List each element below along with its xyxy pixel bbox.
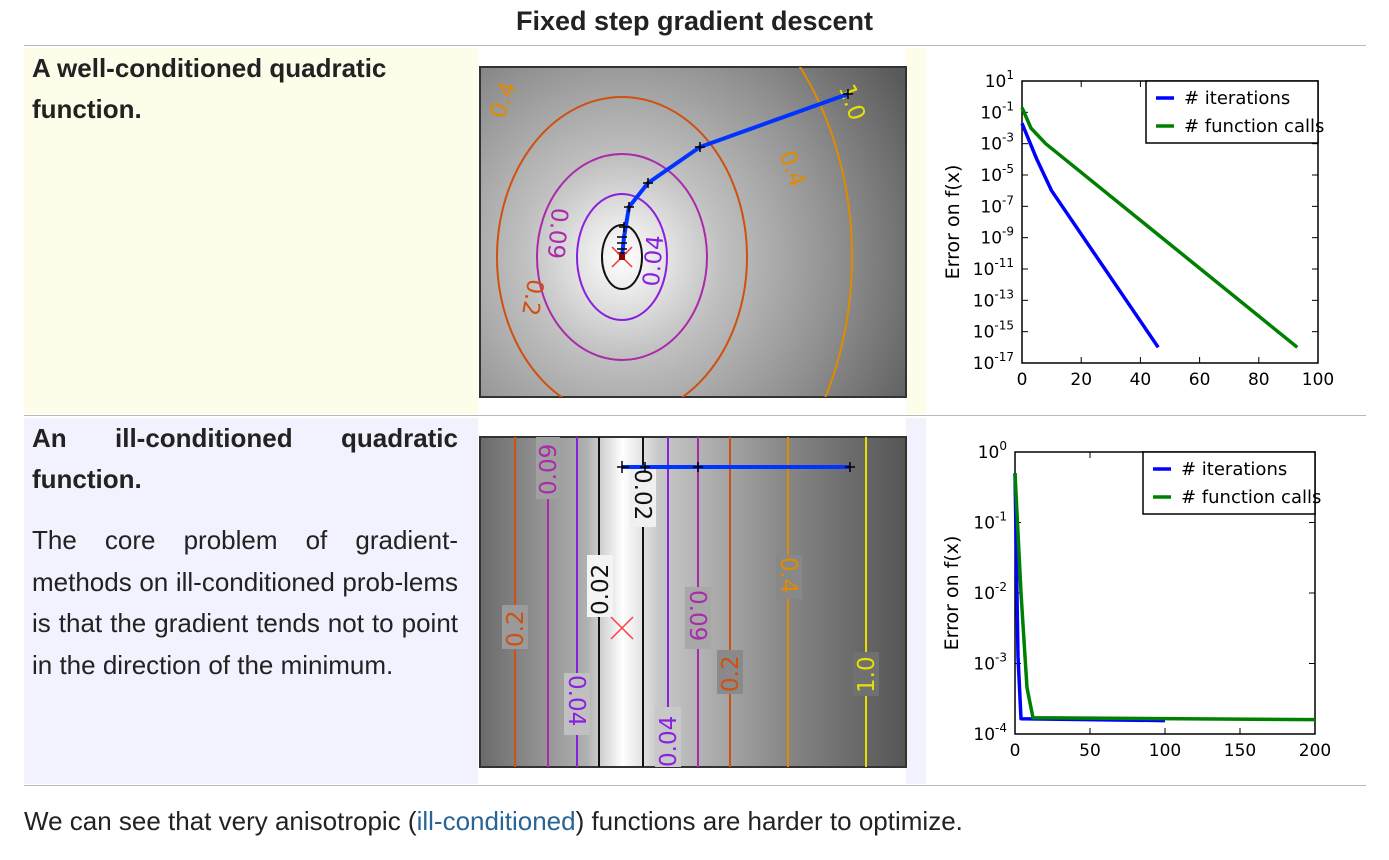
ill-conditioned-link[interactable]: ill-conditioned: [416, 806, 576, 836]
y-axis-label: Error on f(x): [941, 536, 963, 651]
legend: [1145, 80, 1319, 144]
y-tick-label: 100: [978, 439, 1007, 463]
minimum-marker: [610, 616, 634, 640]
descent-path: [620, 92, 849, 258]
row-heading: An ill-conditioned quadratic function.: [32, 423, 458, 494]
contour-label: 0.09: [542, 207, 572, 260]
descent-steps: [617, 89, 853, 254]
y-tick-label: 10-15: [973, 319, 1014, 343]
contour-line: [798, 67, 853, 397]
x-tick-label: 80: [1248, 370, 1270, 390]
contour-line: [576, 193, 668, 321]
y-tick-label: 10-1: [980, 99, 1014, 123]
footer-text: We can see that very anisotropic (ill-co…: [24, 806, 963, 837]
y-tick-label: 10-3: [980, 131, 1014, 155]
footer-text-after: ) functions are harder to optimize.: [575, 806, 963, 836]
contour-background: [479, 66, 907, 398]
y-tick-label: 10-11: [973, 256, 1014, 280]
y-tick-label: 10-13: [973, 287, 1014, 311]
contour-plot-well-conditioned: 0.4 1.0 0.4 0.09 0.2 0.04: [479, 66, 907, 398]
y-axis-label: Error on f(x): [942, 165, 964, 280]
contour-label: 0.2: [718, 655, 744, 692]
table-bottom-rule: [24, 785, 1366, 786]
page-title: Fixed step gradient descent: [515, 6, 874, 36]
legend-label: # function calls: [1184, 116, 1324, 137]
x-tick-label: 50: [1079, 741, 1101, 761]
y-tick-label: 10-1: [973, 510, 1007, 534]
y-tick-label: 101: [985, 68, 1014, 92]
minimum-point: [619, 254, 625, 260]
x-tick-label: 100: [1302, 370, 1334, 390]
y-tick-label: 10-7: [980, 193, 1014, 217]
error-chart-ill-conditioned: 0 50 100 150 200 100 10-1 10-2 10-3 10-4 Error on …: [941, 439, 1331, 761]
contour-line: [496, 96, 748, 397]
legend-label: # iterations: [1181, 459, 1287, 480]
contour-label: 0.2: [503, 610, 529, 647]
row-heading: A well-conditioned quadratic function.: [32, 53, 387, 124]
contour-line: [536, 153, 708, 361]
contour-label: 0.2: [516, 277, 548, 318]
contour-label: 0.02: [588, 564, 614, 615]
legend-label: # function calls: [1181, 487, 1321, 508]
table-top-rule: [24, 45, 1366, 46]
legend: [1142, 451, 1316, 515]
x-tick-label: 0: [1010, 741, 1021, 761]
contour-label: 0.02: [629, 469, 655, 520]
x-tick-label: 20: [1070, 370, 1092, 390]
row-description: The core problem of gradient-methods on …: [32, 525, 458, 680]
table-row-divider: [24, 415, 1366, 416]
descent-steps: [617, 461, 855, 473]
footer-text-before: We can see that very anisotropic (: [24, 806, 417, 836]
contour-plot-ill-conditioned: 0.09 0.02 0.02 0.4 0.2 0.09 0.04 1.0 0.2…: [479, 436, 907, 768]
x-tick-label: 40: [1130, 370, 1152, 390]
series-line: [1020, 122, 1160, 349]
x-tick-label: 100: [1149, 741, 1181, 761]
error-chart-well-conditioned: 0 20 40 60 80 100 101 10-1 10-3 10-5 10-7 10-9 10-11…: [942, 68, 1334, 390]
x-tick-label: 150: [1224, 741, 1256, 761]
contour-label: 0.09: [684, 590, 710, 641]
series-line: [1013, 473, 1316, 722]
y-tick-label: 10-3: [973, 651, 1007, 675]
contour-label: 0.04: [656, 716, 682, 767]
y-tick-label: 10-9: [980, 225, 1014, 249]
contour-label: 0.4: [775, 557, 801, 594]
series-line: [1020, 106, 1299, 349]
y-tick-label: 10-17: [973, 350, 1014, 374]
x-tick-label: 200: [1299, 741, 1331, 761]
y-tick-label: 10-5: [980, 162, 1014, 186]
y-tick-label: 10-4: [973, 721, 1007, 745]
contour-label: 0.04: [563, 675, 589, 726]
legend-label: # iterations: [1184, 88, 1290, 109]
contour-label: 0.09: [536, 444, 562, 495]
y-tick-label: 10-2: [973, 580, 1007, 604]
x-tick-label: 0: [1017, 370, 1028, 390]
contour-line: [601, 224, 643, 290]
x-tick-label: 60: [1189, 370, 1211, 390]
contour-label: 0.04: [639, 234, 669, 287]
contour-label: 1.0: [854, 656, 880, 693]
